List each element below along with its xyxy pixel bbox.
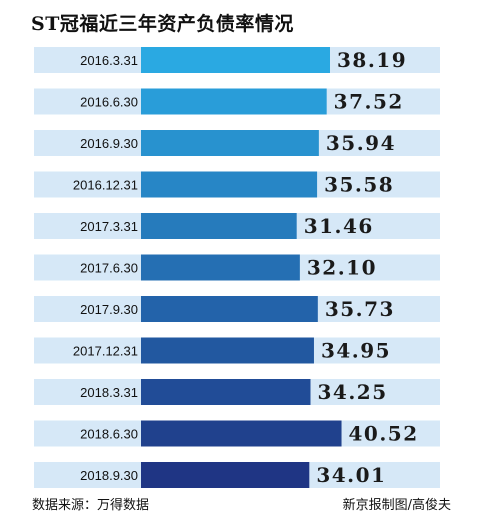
bar xyxy=(141,337,314,364)
value-label: 40.52 xyxy=(349,422,419,446)
category-label: 2018.9.30 xyxy=(80,468,138,483)
data-source-note: 数据来源：万得数据 xyxy=(32,498,150,513)
category-label: 2016.9.30 xyxy=(80,136,138,151)
category-label: 2017.9.30 xyxy=(80,302,138,317)
value-label: 38.19 xyxy=(337,48,407,72)
category-label: 2016.3.31 xyxy=(80,53,138,68)
value-label: 35.73 xyxy=(325,297,395,321)
category-label: 2017.3.31 xyxy=(80,219,138,234)
category-label: 2017.6.30 xyxy=(80,261,138,276)
category-label: 2016.12.31 xyxy=(73,178,138,193)
bar xyxy=(141,296,318,322)
bar xyxy=(141,171,318,198)
value-label: 31.46 xyxy=(304,214,374,238)
bar xyxy=(141,130,319,156)
chart-title: ST冠福近三年资产负债率情况 xyxy=(31,13,294,35)
bar xyxy=(141,213,297,239)
category-label: 2016.6.30 xyxy=(80,95,138,110)
value-label: 34.01 xyxy=(316,463,386,487)
value-label: 34.25 xyxy=(318,380,388,404)
bar xyxy=(141,379,311,405)
bar xyxy=(141,420,342,447)
category-label: 2018.3.31 xyxy=(80,385,138,400)
value-label: 35.94 xyxy=(326,131,396,155)
value-label: 34.95 xyxy=(321,339,391,363)
value-label: 37.52 xyxy=(334,90,404,114)
bar xyxy=(141,88,327,115)
category-label: 2018.6.30 xyxy=(80,427,138,442)
bar xyxy=(141,47,330,73)
category-label: 2017.12.31 xyxy=(73,344,138,359)
graphic-credit: 新京报制图/高俊夫 xyxy=(342,498,451,513)
value-label: 32.10 xyxy=(307,256,377,280)
value-label: 35.58 xyxy=(324,173,394,197)
bar xyxy=(141,254,300,281)
bar xyxy=(141,462,310,488)
